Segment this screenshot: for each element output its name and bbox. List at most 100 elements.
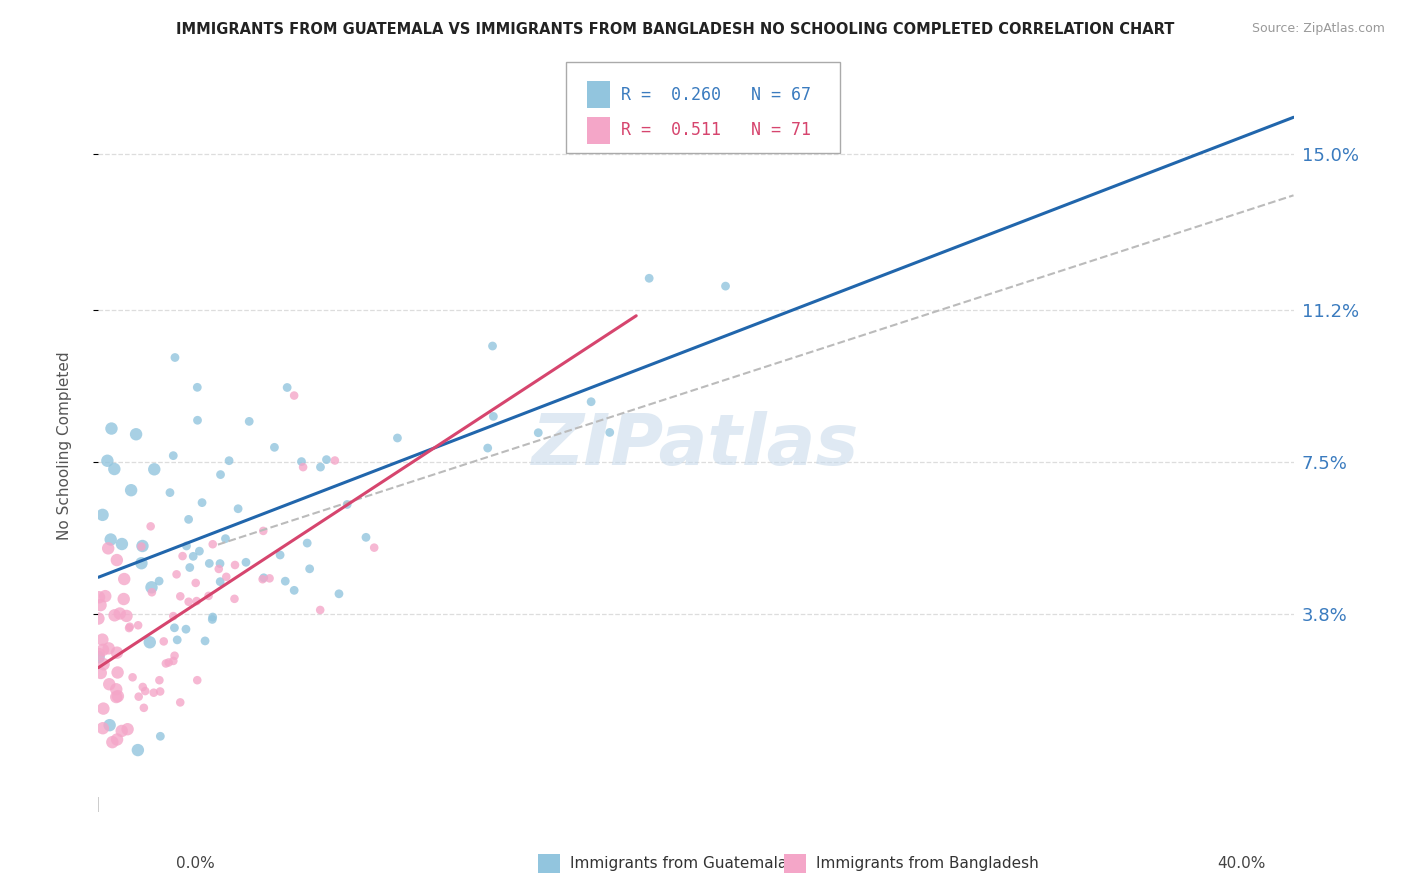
Point <box>172 549 194 563</box>
Point <box>363 541 385 555</box>
Point <box>477 441 499 455</box>
Point <box>142 686 165 700</box>
Point <box>263 440 285 454</box>
Point <box>100 533 122 547</box>
Point <box>188 544 211 558</box>
Point <box>309 460 332 475</box>
Point <box>163 621 186 635</box>
Point <box>166 567 188 582</box>
Point <box>105 682 128 697</box>
Point <box>94 589 117 603</box>
Text: Immigrants from Bangladesh: Immigrants from Bangladesh <box>815 856 1039 871</box>
Point <box>121 670 143 684</box>
Point <box>87 611 110 625</box>
Point <box>214 532 236 546</box>
Point <box>579 394 602 409</box>
Point <box>224 558 246 572</box>
Point <box>177 595 200 609</box>
Point <box>184 576 207 591</box>
Point <box>91 721 114 735</box>
Point <box>149 684 172 698</box>
Point <box>527 425 550 440</box>
Point <box>162 609 184 624</box>
Text: ZIPatlas: ZIPatlas <box>533 411 859 481</box>
Point <box>336 498 359 512</box>
Point <box>169 695 191 709</box>
Point <box>125 427 148 442</box>
Point <box>118 621 141 635</box>
Point <box>96 454 118 468</box>
Point <box>201 612 224 626</box>
Point <box>101 735 124 749</box>
Text: R =  0.260   N = 67: R = 0.260 N = 67 <box>621 86 811 103</box>
Point <box>90 665 112 680</box>
Point <box>107 665 129 680</box>
Point <box>315 452 337 467</box>
Point <box>98 718 121 732</box>
Point <box>638 271 661 285</box>
Point <box>87 647 110 661</box>
Text: 0.0%: 0.0% <box>176 856 215 871</box>
Point <box>181 549 204 564</box>
Point <box>162 449 184 463</box>
Point <box>141 580 163 594</box>
Point <box>269 548 291 562</box>
Point <box>169 590 191 604</box>
Y-axis label: No Schooling Completed: No Schooling Completed <box>58 351 72 541</box>
Point <box>186 673 208 688</box>
Point <box>143 462 166 476</box>
Point <box>218 453 240 467</box>
Point <box>283 583 305 598</box>
Point <box>149 729 172 743</box>
Point <box>152 634 174 648</box>
Point <box>91 632 114 647</box>
Point <box>105 553 128 567</box>
Point <box>93 657 115 672</box>
Point <box>162 654 184 668</box>
Point <box>387 431 409 445</box>
Point <box>209 574 232 589</box>
Point <box>176 539 198 553</box>
Point <box>87 650 110 665</box>
Text: Source: ZipAtlas.com: Source: ZipAtlas.com <box>1251 22 1385 36</box>
Point <box>328 587 350 601</box>
Point <box>259 571 281 585</box>
Point <box>177 512 200 526</box>
Point <box>224 591 246 606</box>
Point <box>163 648 186 663</box>
Point <box>295 536 318 550</box>
Point <box>252 524 274 538</box>
Point <box>226 501 249 516</box>
Point <box>134 684 156 698</box>
Point <box>103 608 125 623</box>
Point <box>276 380 298 394</box>
Point <box>166 632 188 647</box>
Point <box>117 723 139 737</box>
Point <box>354 530 377 544</box>
Point <box>139 519 162 533</box>
Point <box>120 483 142 498</box>
Point <box>274 574 297 589</box>
Text: R =  0.511   N = 71: R = 0.511 N = 71 <box>621 121 811 139</box>
Point <box>253 571 276 585</box>
Point <box>201 537 224 551</box>
Point <box>112 592 135 607</box>
Point <box>163 351 186 365</box>
Point <box>131 539 153 553</box>
Point <box>131 556 153 570</box>
Point <box>115 609 138 624</box>
Point <box>105 646 128 660</box>
Point <box>208 562 231 576</box>
Point <box>93 701 115 715</box>
Point <box>112 572 135 586</box>
Point <box>283 388 305 402</box>
Point <box>599 425 621 440</box>
Point <box>194 634 217 648</box>
Point <box>197 589 219 603</box>
Point <box>714 279 737 293</box>
Point <box>148 574 170 588</box>
Point <box>309 603 332 617</box>
Point <box>111 537 134 551</box>
Point <box>111 723 134 738</box>
Point <box>482 409 505 424</box>
